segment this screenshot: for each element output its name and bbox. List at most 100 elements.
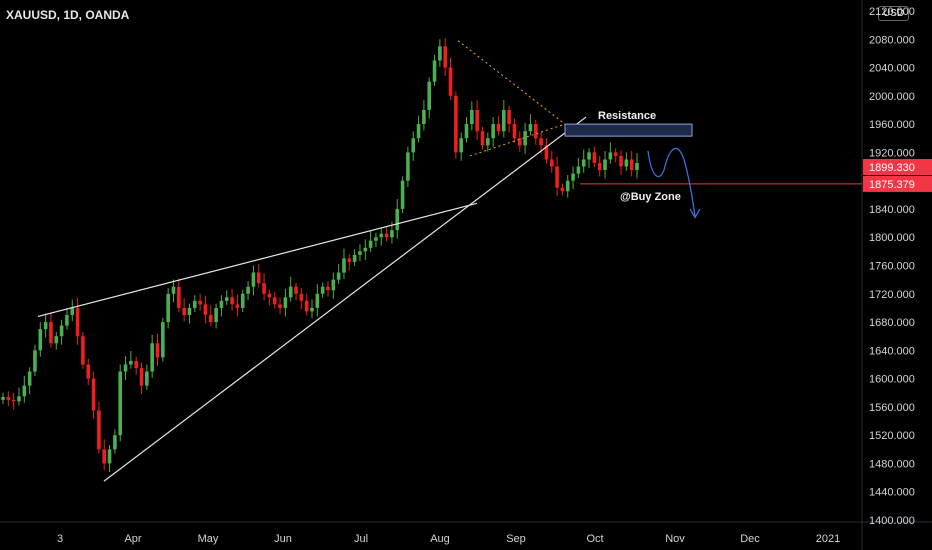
x-tick-label: Oct — [586, 533, 603, 545]
candle-body — [400, 180, 405, 209]
candle-body — [512, 124, 517, 139]
candle-body — [171, 286, 176, 294]
candle-body — [491, 124, 495, 139]
candle-body — [603, 159, 607, 171]
candle-body — [17, 396, 21, 402]
candle-body — [262, 283, 266, 294]
price-label-bg — [863, 159, 932, 176]
candle-body — [358, 251, 362, 255]
candle-body — [33, 350, 37, 372]
candle-body — [219, 300, 224, 308]
y-tick-label: 1480.000 — [869, 458, 915, 470]
candle-body — [608, 152, 613, 160]
candle-body — [65, 314, 69, 326]
candle-body — [475, 109, 479, 132]
candle-body — [597, 162, 602, 171]
candle-body — [443, 46, 448, 68]
y-tick-label: 1560.000 — [869, 402, 915, 414]
candle-body — [107, 449, 112, 464]
candle-body — [342, 258, 346, 273]
y-tick-label: 2000.000 — [869, 91, 915, 103]
candle-body — [288, 286, 293, 298]
y-tick-label: 2120.000 — [869, 6, 915, 18]
candle-body — [86, 364, 91, 379]
y-tick-label: 1520.000 — [869, 430, 915, 442]
candle-body — [113, 435, 117, 450]
y-tick-label: 1680.000 — [869, 317, 915, 329]
candle-body — [91, 378, 96, 411]
currency-button[interactable]: USD — [878, 6, 910, 21]
candle-body — [336, 272, 341, 280]
candle-body — [230, 297, 234, 305]
candle-body — [251, 272, 256, 287]
candle-body — [310, 307, 314, 312]
price-label-bg — [863, 175, 932, 192]
candle-body — [347, 258, 352, 262]
candle-body — [422, 109, 426, 125]
candle-body — [411, 138, 416, 153]
candle-body — [544, 145, 549, 160]
candle-body — [129, 360, 133, 365]
candle-body — [326, 286, 330, 291]
candle-body — [267, 293, 272, 298]
candle-body — [27, 371, 32, 386]
x-tick-label: Jul — [354, 533, 368, 545]
candle-body — [177, 286, 181, 308]
candle-body — [438, 46, 442, 61]
candle-body — [470, 109, 474, 125]
candle-body — [390, 230, 394, 238]
candle-body — [278, 304, 282, 308]
candle-body — [118, 371, 123, 436]
x-tick-label: 3 — [57, 533, 63, 545]
candle-body — [1, 396, 5, 400]
x-tick-label: Jun — [274, 533, 292, 545]
candle-body — [139, 368, 144, 386]
candle-body — [240, 293, 245, 308]
candle-body — [549, 159, 554, 167]
resistance-label: Resistance — [598, 110, 656, 122]
y-tick-label: 2040.000 — [869, 63, 915, 75]
candle-body — [486, 138, 490, 146]
candle-body — [406, 152, 410, 181]
candle-body — [97, 410, 101, 450]
candle-body — [198, 300, 202, 305]
y-tick-label: 2080.000 — [869, 34, 915, 46]
candle-body — [352, 254, 357, 262]
y-tick-label: 1760.000 — [869, 261, 915, 273]
candle-body — [555, 166, 559, 188]
candle-body — [374, 237, 378, 241]
candle-body — [592, 152, 597, 163]
triangle-lower-dotted — [469, 123, 566, 157]
candle-body — [59, 325, 64, 337]
candle-body — [43, 322, 48, 330]
candle-body — [331, 279, 336, 291]
candle-body — [576, 166, 581, 174]
candle-body — [54, 336, 59, 344]
candle-body — [214, 307, 218, 323]
candle-body — [395, 208, 400, 231]
y-tick-label: 1920.000 — [869, 147, 915, 159]
x-tick-label: Dec — [740, 533, 760, 545]
candle-body — [102, 449, 107, 464]
candle-body — [145, 371, 149, 386]
projection-arrowhead — [689, 208, 701, 219]
candle-body — [624, 159, 629, 167]
candle-body — [299, 293, 304, 301]
x-tick-label: Nov — [665, 533, 685, 545]
candle-body — [315, 293, 320, 308]
candle-body — [192, 300, 197, 308]
candle-body — [161, 322, 165, 358]
candle-body — [150, 343, 154, 372]
candle-body — [416, 124, 421, 139]
candle-body — [464, 124, 469, 139]
candle-body — [502, 109, 506, 132]
y-tick-label: 1800.000 — [869, 232, 915, 244]
price-label: 1899.330 — [869, 162, 915, 174]
candle-body — [134, 360, 138, 369]
candle-body — [22, 385, 27, 397]
candle-body — [619, 155, 623, 167]
y-tick-label: 1640.000 — [869, 345, 915, 357]
candle-body — [454, 95, 458, 153]
x-tick-label: Apr — [124, 533, 141, 545]
